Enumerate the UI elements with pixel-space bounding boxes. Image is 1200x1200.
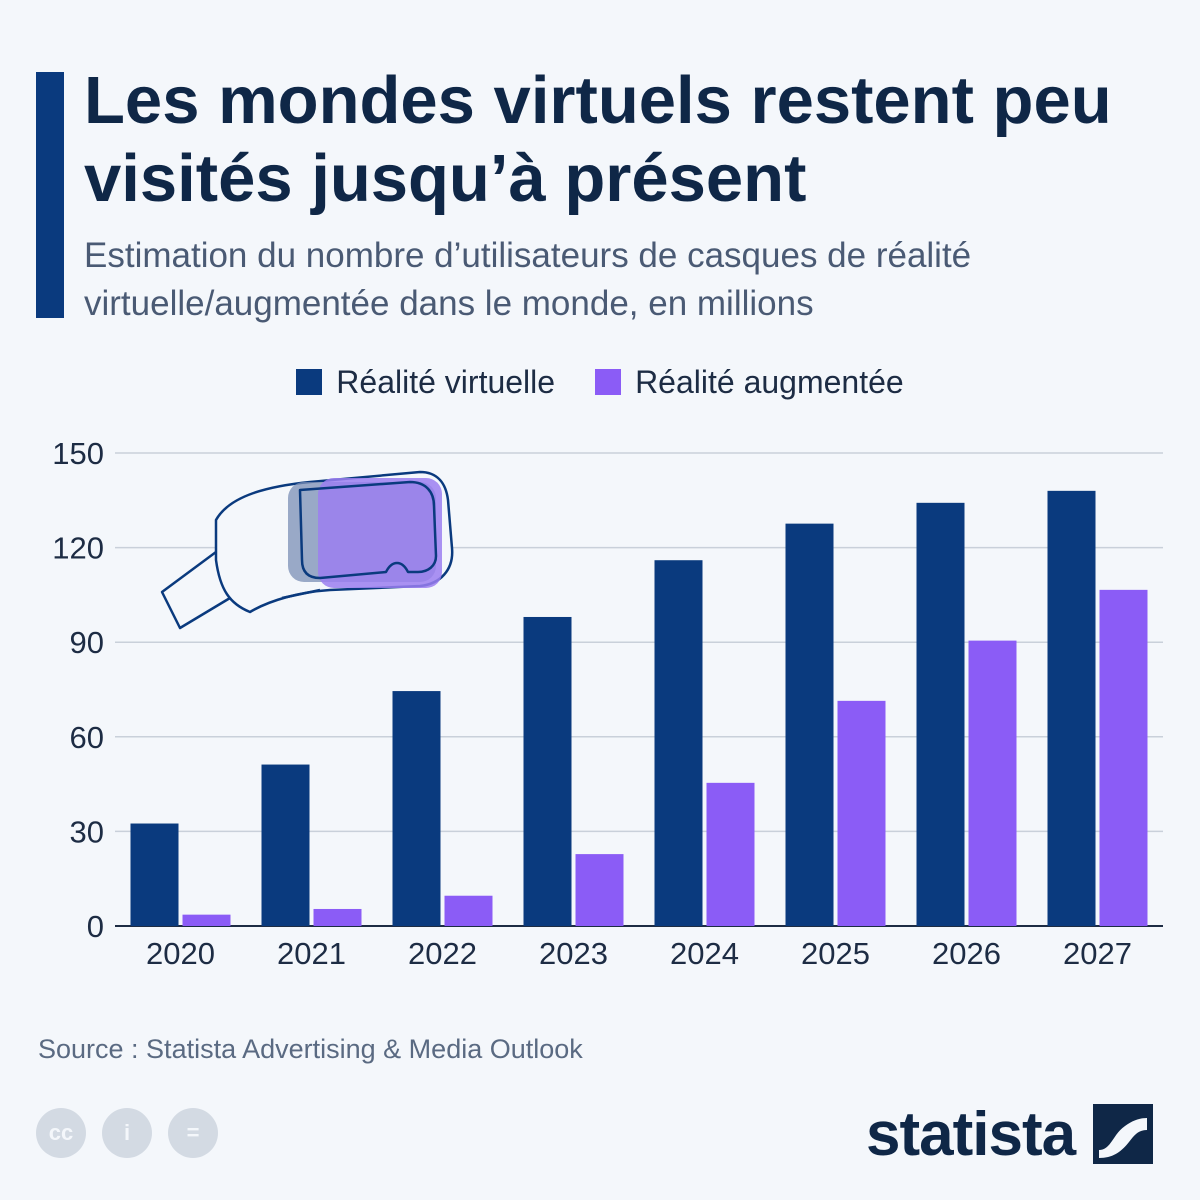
- x-tick-label-2023: 2023: [539, 936, 608, 971]
- cc-icon[interactable]: cc: [36, 1108, 86, 1158]
- bar-ar-2022: [444, 895, 493, 926]
- legend-item-vr: Réalité virtuelle: [296, 364, 555, 401]
- legend-swatch-ar: [595, 369, 622, 395]
- bar-vr-2026: [916, 502, 965, 926]
- statista-wordmark: statista: [866, 1099, 1076, 1169]
- bar-ar-2026: [968, 640, 1017, 926]
- bar-ar-2024: [706, 782, 755, 926]
- bar-ar-2021: [313, 908, 362, 926]
- bar-ar-2025: [837, 700, 886, 926]
- legend-label-ar: Réalité augmentée: [635, 363, 904, 400]
- statista-logo[interactable]: statista: [866, 1094, 1154, 1174]
- y-tick-label: 120: [52, 531, 104, 566]
- no-derivatives-icon[interactable]: =: [168, 1108, 218, 1158]
- chart-title: Les mondes virtuels restent peu visités …: [84, 63, 1112, 216]
- bar-chart: 0 30 60 90 120 150 2020 2021 2022 2023 2024 2025 20…: [52, 436, 1163, 971]
- x-tick-label-2021: 2021: [277, 936, 346, 971]
- statista-mark-icon: [1093, 1104, 1154, 1164]
- x-tick-label-2022: 2022: [408, 936, 477, 971]
- license-icons: cc i =: [36, 1108, 218, 1158]
- x-tick-label-2026: 2026: [932, 936, 1001, 971]
- bar-vr-2023: [523, 616, 572, 926]
- legend: Réalité virtuelle Réalité augmentée: [0, 362, 1200, 402]
- x-tick-label-2020: 2020: [146, 936, 215, 971]
- bar-vr-2027: [1047, 490, 1096, 926]
- chart-subtitle: Estimation du nombre d’utilisateurs de c…: [84, 236, 972, 323]
- title-accent-bar: [36, 72, 64, 318]
- bar-ar-2023: [575, 854, 624, 926]
- bar-ar-2027: [1099, 589, 1148, 926]
- y-tick-label: 150: [52, 436, 104, 471]
- bar-vr-2022: [392, 691, 441, 926]
- x-tick-label-2025: 2025: [801, 936, 870, 971]
- attribution-icon[interactable]: i: [102, 1108, 152, 1158]
- y-tick-label: 30: [70, 814, 104, 849]
- bar-vr-2024: [654, 560, 703, 926]
- source-note: Source : Statista Advertising & Media Ou…: [38, 1034, 583, 1064]
- legend-swatch-vr: [296, 369, 323, 395]
- x-tick-label-2027: 2027: [1063, 936, 1132, 971]
- legend-item-ar: Réalité augmentée: [595, 364, 904, 401]
- bar-ar-2020: [182, 914, 231, 926]
- y-tick-label: 0: [87, 909, 104, 944]
- y-tick-label: 90: [70, 625, 104, 660]
- x-tick-label-2024: 2024: [670, 936, 739, 971]
- y-tick-label: 60: [70, 720, 104, 755]
- legend-label-vr: Réalité virtuelle: [336, 363, 556, 400]
- bar-vr-2021: [261, 764, 310, 926]
- bar-vr-2025: [785, 523, 834, 926]
- vr-headset-icon: [160, 470, 454, 630]
- bar-vr-2020: [130, 823, 179, 926]
